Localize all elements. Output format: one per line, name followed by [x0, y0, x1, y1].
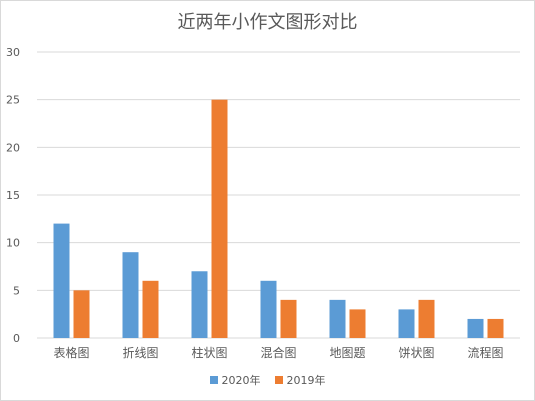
y-tick-label: 0: [13, 332, 20, 345]
bar-2020年-地图题: [329, 299, 346, 338]
legend-item-2019: 2019年: [274, 372, 326, 388]
bar-2020年-折线图: [122, 252, 139, 338]
x-tick-label: 饼状图: [398, 346, 434, 360]
bar-2019年-折线图: [142, 280, 159, 338]
bar-2020年-混合图: [260, 280, 277, 338]
y-tick-label: 25: [6, 94, 20, 107]
bar-2020年-流程图: [467, 318, 484, 338]
legend-item-2020: 2020年: [209, 372, 261, 388]
bar-2020年-饼状图: [398, 309, 415, 338]
y-tick-label: 5: [13, 284, 20, 297]
bar-2019年-饼状图: [418, 299, 435, 338]
x-tick-label: 柱状图: [191, 345, 227, 360]
bar-2020年-表格图: [53, 223, 70, 338]
legend-swatch-2019: [274, 376, 283, 384]
y-tick-label: 30: [6, 46, 20, 59]
chart-title: 近两年小作文图形对比: [177, 12, 358, 33]
x-tick-label: 折线图: [122, 345, 158, 360]
x-tick-label: 表格图: [53, 345, 89, 360]
bar-2019年-表格图: [73, 290, 90, 338]
x-tick-label: 地图题: [329, 346, 365, 360]
legend-swatch-2020: [209, 376, 218, 384]
y-tick-label: 10: [6, 237, 20, 250]
x-tick-label: 混合图: [260, 345, 296, 360]
bar-2020年-柱状图: [191, 271, 208, 338]
legend: 2020年 2019年: [0, 372, 535, 388]
legend-label-2019: 2019年: [286, 374, 326, 387]
bar-2019年-流程图: [487, 318, 504, 338]
legend-label-2020: 2020年: [221, 374, 261, 387]
bar-2019年-柱状图: [211, 99, 228, 339]
y-tick-label: 15: [6, 189, 20, 202]
x-tick-label: 流程图: [467, 345, 503, 360]
bar-2019年-地图题: [349, 309, 366, 338]
y-tick-label: 20: [6, 141, 20, 154]
bar-2019年-混合图: [280, 299, 297, 338]
